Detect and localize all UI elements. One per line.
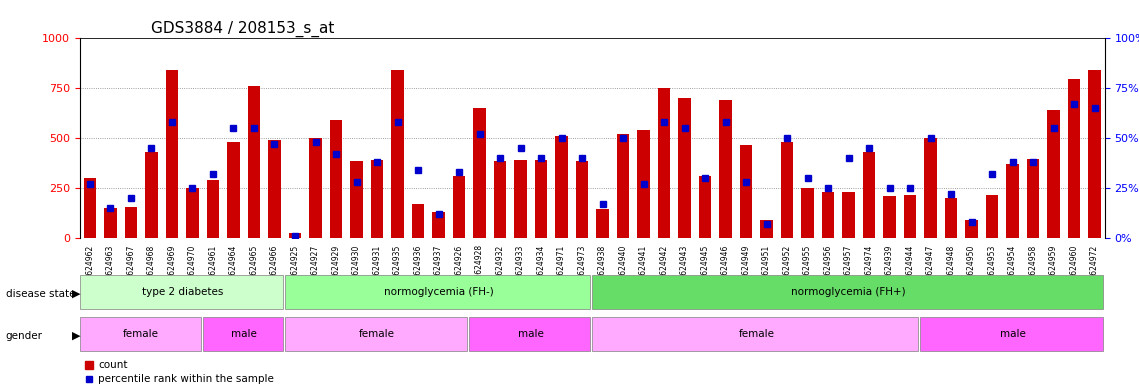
Text: male: male (1000, 329, 1025, 339)
FancyBboxPatch shape (80, 275, 282, 309)
Bar (904, 195, 916, 238)
Bar (1007, 164, 1018, 238)
Bar (453, 176, 465, 238)
Bar (84, 178, 96, 238)
Bar (269, 140, 280, 238)
Bar (638, 130, 649, 238)
FancyBboxPatch shape (285, 317, 467, 351)
Text: normoglycemia (FH-): normoglycemia (FH-) (384, 287, 493, 297)
Bar (1068, 79, 1080, 238)
Bar (474, 108, 485, 238)
FancyBboxPatch shape (469, 317, 590, 351)
Bar (822, 192, 834, 238)
Bar (617, 134, 629, 238)
Text: male: male (231, 329, 256, 339)
Bar (597, 209, 608, 238)
Bar (576, 161, 588, 238)
Bar (105, 208, 116, 238)
Bar (720, 100, 731, 238)
Text: percentile rank within the sample: percentile rank within the sample (98, 374, 273, 384)
FancyBboxPatch shape (203, 317, 282, 351)
Bar (392, 70, 403, 238)
Bar (1089, 70, 1100, 238)
Bar (925, 138, 936, 238)
Text: type 2 diabetes: type 2 diabetes (141, 287, 223, 297)
FancyBboxPatch shape (80, 317, 200, 351)
Text: normoglycemia (FH+): normoglycemia (FH+) (792, 287, 906, 297)
Bar (802, 188, 813, 238)
Bar (330, 120, 342, 238)
Bar (986, 195, 998, 238)
Bar (1048, 110, 1059, 238)
FancyBboxPatch shape (920, 317, 1103, 351)
Bar (884, 196, 895, 238)
Bar (535, 160, 547, 238)
Bar (843, 192, 854, 238)
Bar (679, 98, 690, 238)
Bar (371, 160, 383, 238)
Bar (412, 204, 424, 238)
Bar (351, 161, 362, 238)
Bar (556, 136, 567, 238)
Bar (187, 188, 198, 238)
Bar (146, 152, 157, 238)
Bar (863, 152, 875, 238)
Text: female: female (123, 329, 159, 339)
Text: gender: gender (6, 331, 42, 341)
Bar (433, 212, 444, 238)
FancyBboxPatch shape (592, 317, 918, 351)
Bar (761, 220, 772, 238)
FancyBboxPatch shape (592, 275, 1103, 309)
Bar (125, 207, 137, 238)
Bar (310, 138, 321, 238)
Text: ▶: ▶ (72, 331, 80, 341)
Bar (1027, 159, 1039, 238)
Bar (966, 220, 977, 238)
Text: GDS3884 / 208153_s_at: GDS3884 / 208153_s_at (151, 21, 335, 37)
Bar (515, 160, 526, 238)
Text: disease state: disease state (6, 289, 75, 299)
Text: female: female (738, 329, 775, 339)
Bar (289, 233, 301, 238)
Bar (740, 145, 752, 238)
Bar (207, 180, 219, 238)
Bar (945, 198, 957, 238)
Text: male: male (518, 329, 543, 339)
Bar (494, 161, 506, 238)
Text: count: count (98, 360, 128, 370)
Text: ▶: ▶ (72, 289, 80, 299)
FancyBboxPatch shape (285, 275, 590, 309)
Bar (658, 88, 670, 238)
Bar (228, 142, 239, 238)
Bar (248, 86, 260, 238)
Bar (166, 70, 178, 238)
Bar (781, 142, 793, 238)
Bar (699, 176, 711, 238)
Text: female: female (359, 329, 395, 339)
